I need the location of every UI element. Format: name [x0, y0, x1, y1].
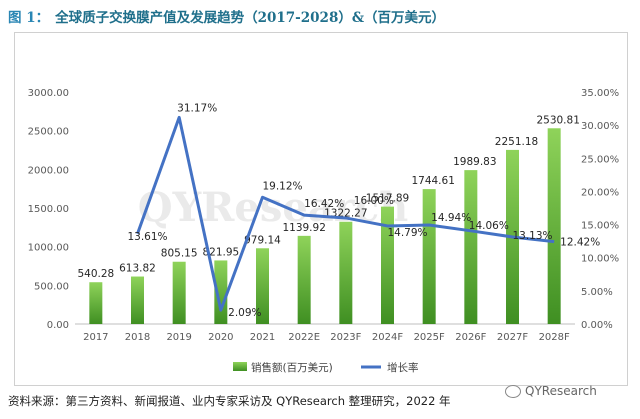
- bar-value-label: 1744.61: [411, 175, 454, 187]
- line-value-label: 19.12%: [262, 180, 302, 192]
- brand-footer: QYResearch: [505, 384, 597, 398]
- chart-frame: QYResearch 0.00 500.00 1000.00 1500.00 2000.0…: [14, 32, 628, 386]
- title-text: 全球质子交换膜产值及发展趋势（2017-2028）&（百万美元）: [55, 10, 446, 26]
- x-tick-label: 2022E: [288, 332, 320, 343]
- bar-value-label: 821.95: [202, 246, 239, 258]
- line-value-label: 16.42%: [304, 198, 344, 210]
- bar: [422, 189, 436, 324]
- line-value-label: 31.17%: [177, 102, 217, 114]
- x-tick-label: 2027F: [497, 332, 528, 343]
- source-note: 资料来源：第三方资料、新闻报道、业内专家采访及 QYResearch 整理研究，…: [8, 394, 451, 408]
- bar-value-label: 805.15: [161, 248, 198, 260]
- bar: [464, 170, 478, 324]
- bar: [256, 248, 269, 324]
- bar-value-label: 2530.81: [536, 114, 579, 126]
- y-left-tick-label: 2500.00: [28, 127, 69, 138]
- bar: [547, 128, 561, 324]
- line-value-label: 2.09%: [228, 307, 261, 319]
- line-value-label: 14.06%: [469, 220, 509, 232]
- line-value-label: 13.61%: [127, 231, 167, 243]
- bar-value-label: 1989.83: [453, 156, 496, 168]
- bar-value-label: 2251.18: [495, 136, 538, 148]
- line-value-label: 16.00%: [354, 195, 394, 207]
- bar-value-label: 979.14: [244, 234, 281, 246]
- line-value-label: 12.42%: [560, 237, 600, 249]
- x-tick-label: 2026F: [455, 332, 486, 343]
- bar: [172, 261, 186, 324]
- watermark: QYResearch: [138, 184, 409, 231]
- line-value-label: 14.94%: [431, 212, 471, 224]
- bar-value-label: 1139.92: [282, 222, 325, 234]
- y-right-tick-label: 30.00%: [581, 121, 619, 132]
- legend-line-label: 增长率: [387, 361, 419, 374]
- x-tick-label: 2025F: [414, 332, 445, 343]
- page-title: 图 1： 全球质子交换膜产值及发展趋势（2017-2028）&（百万美元）: [8, 6, 445, 26]
- figure-number: 图 1：: [8, 10, 50, 26]
- legend-bar-swatch: [233, 362, 247, 371]
- y-right-tick-label: 25.00%: [581, 154, 619, 165]
- y-right-tick-label: 0.00%: [581, 320, 613, 331]
- y-left-tick-label: 1000.00: [28, 243, 69, 254]
- y-left-tick-label: 500.00: [34, 281, 69, 292]
- brand-label: QYResearch: [525, 384, 597, 398]
- y-right-tick-label: 20.00%: [581, 187, 619, 198]
- x-tick-label: 2023F: [330, 332, 361, 343]
- combo-chart: QYResearch 0.00 500.00 1000.00 1500.00 2000.0…: [28, 88, 620, 374]
- y-left-tick-label: 1500.00: [28, 204, 69, 215]
- bar: [339, 221, 353, 324]
- x-tick-label: 2018: [125, 332, 150, 343]
- bar: [214, 260, 228, 324]
- x-tick-label: 2028F: [539, 332, 570, 343]
- x-tick-label: 2017: [83, 332, 108, 343]
- y-left-tick-label: 0.00: [47, 320, 69, 331]
- line-value-label: 14.79%: [387, 227, 427, 239]
- x-tick-label: 2020: [208, 332, 233, 343]
- x-tick-label: 2021: [250, 332, 275, 343]
- legend-bar-label: 销售额(百万美元): [251, 361, 333, 374]
- bar-value-label: 1517.89: [366, 193, 409, 205]
- bar: [89, 282, 103, 324]
- wechat-icon: [505, 384, 521, 398]
- bar: [131, 276, 144, 324]
- bar-value-label: 613.82: [119, 263, 156, 275]
- y-right-tick-label: 5.00%: [581, 287, 613, 298]
- x-tick-label: 2019: [166, 332, 191, 343]
- bar: [297, 235, 311, 324]
- bar: [381, 206, 394, 324]
- y-right-tick-label: 15.00%: [581, 221, 619, 232]
- x-tick-label: 2024F: [372, 332, 403, 343]
- y-right-tick-label: 10.00%: [581, 254, 619, 265]
- line-value-label: 13.13%: [512, 230, 552, 242]
- growth-rate-line: [136, 115, 555, 312]
- y-right-tick-label: 35.00%: [581, 88, 619, 99]
- y-left-tick-label: 3000.00: [28, 88, 69, 99]
- y-left-tick-label: 2000.00: [28, 165, 69, 176]
- bar-value-label: 540.28: [77, 268, 114, 280]
